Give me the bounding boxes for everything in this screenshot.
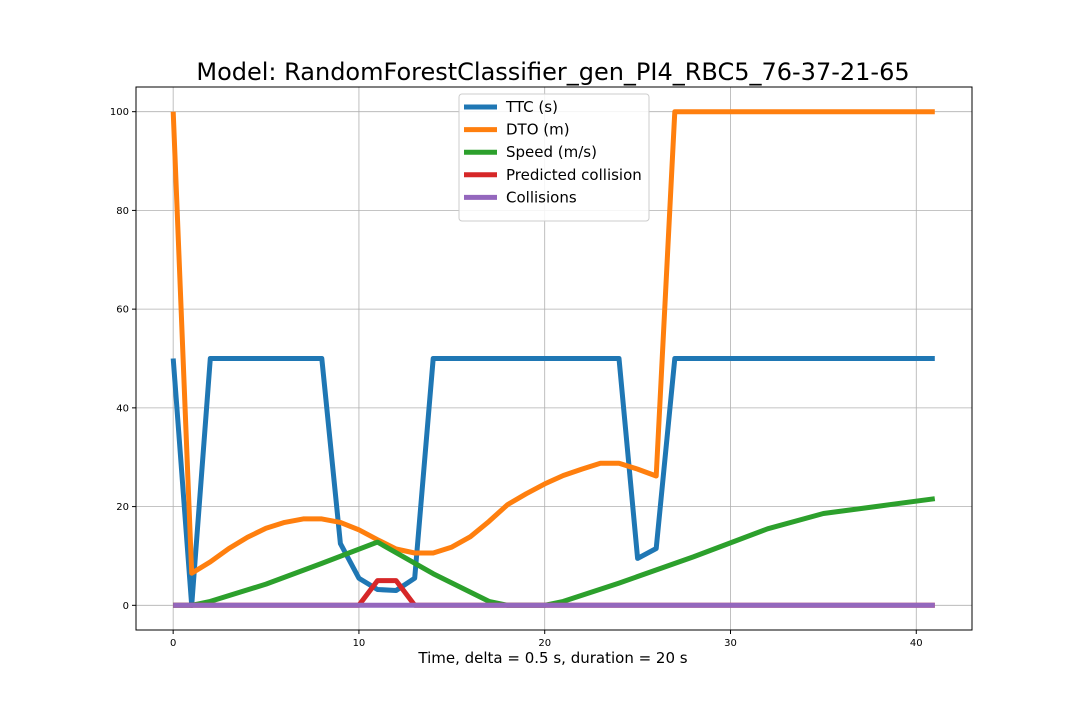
legend-label: Predicted collision [506,166,642,184]
series-line-ttc-s [170,356,935,608]
x-tick-label: 40 [910,638,923,649]
y-tick-label: 80 [116,206,129,217]
series-layer [170,109,936,608]
legend-label: Collisions [506,188,577,206]
legend-label: Speed (m/s) [506,143,597,161]
plot-frame [135,86,973,631]
y-tick-label: 0 [123,601,129,612]
legend: TTC (s) DTO (m) Speed (m/s) Predicted colli… [458,93,650,222]
x-axis: 0 10 20 30 40 [170,630,923,649]
x-tick-label: 20 [538,638,551,649]
y-tick-label: 60 [116,305,129,316]
x-tick-label: 10 [353,638,366,649]
x-tick-label: 30 [724,638,737,649]
legend-label: TTC (s) [505,98,558,116]
y-tick-label: 40 [116,403,129,414]
y-tick-label: 100 [110,107,129,118]
y-tick-label: 20 [116,502,129,513]
x-tick-label: 0 [170,638,176,649]
y-axis: 0 20 40 60 80 100 [110,107,136,612]
x-axis-label: Time, delta = 0.5 s, duration = 20 s [417,649,687,667]
legend-label: DTO (m) [506,121,570,139]
series-line-dto-m [170,109,935,576]
chart-title: Model: RandomForestClassifier_gen_PI4_RB… [196,58,909,86]
legend-box [458,93,650,222]
